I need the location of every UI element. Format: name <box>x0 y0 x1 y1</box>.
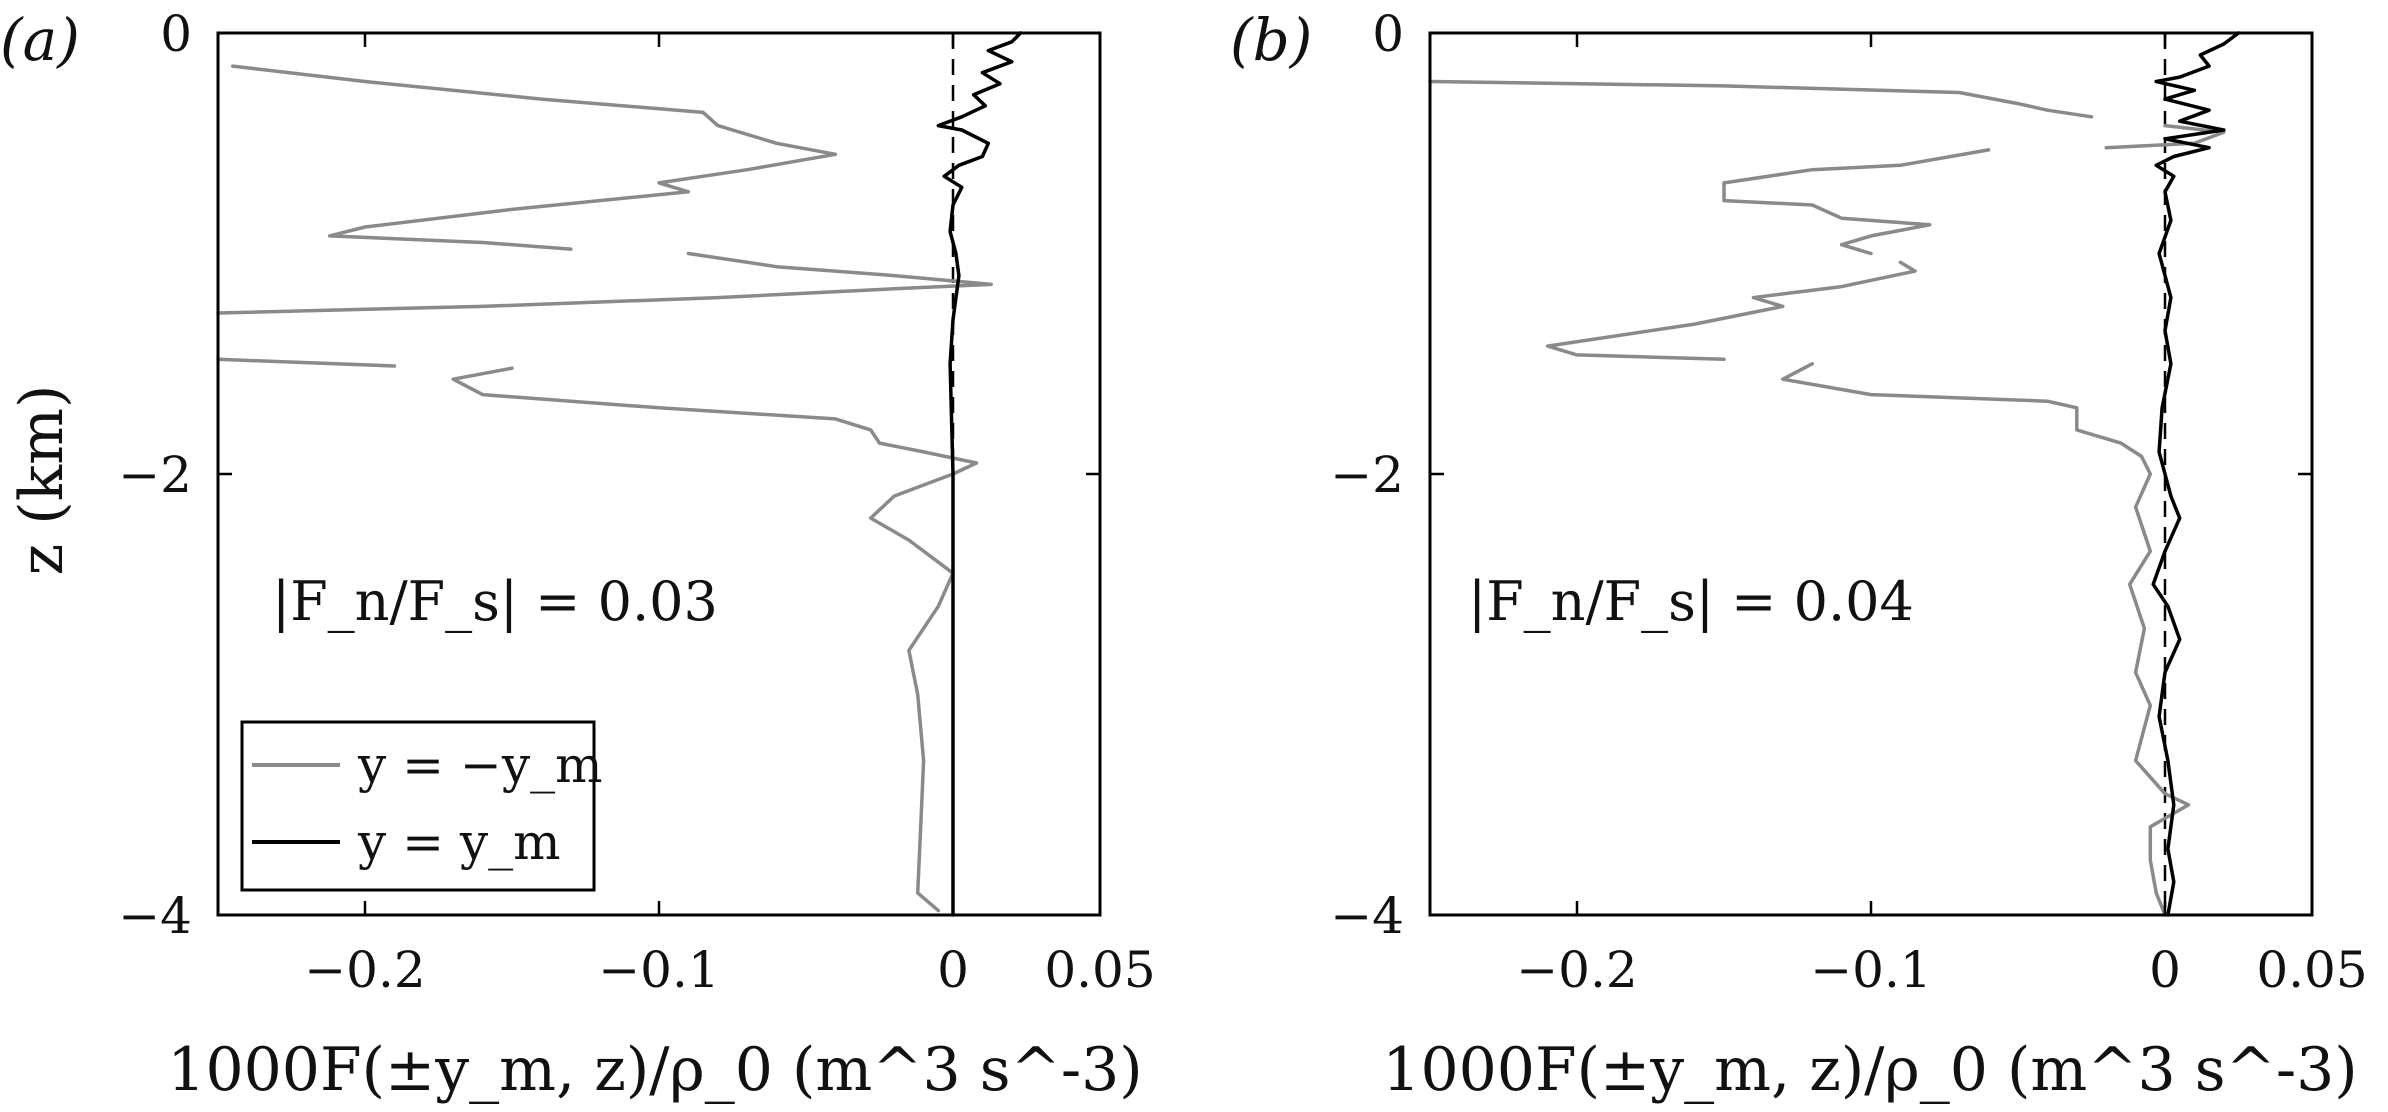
y-tick-label: 0 <box>1372 5 1404 63</box>
y-tick-label: −2 <box>1330 446 1404 504</box>
panel-label: (b) <box>1230 6 1312 74</box>
series-line-north <box>936 31 1023 917</box>
y-tick-label: 0 <box>160 5 192 63</box>
legend-label-south: y = −y_m <box>357 736 602 794</box>
series-line-north <box>2151 31 2241 917</box>
plot-lines <box>1428 31 2241 917</box>
legend-label-north: y = y_m <box>357 813 561 871</box>
y-tick-label: −4 <box>1330 887 1404 945</box>
legend-box <box>240 720 596 892</box>
y-tick-label: −4 <box>118 887 192 945</box>
plot-frame <box>216 31 1102 917</box>
x-tick-label: −0.2 <box>1516 941 1637 999</box>
panel-b: (b) 1000F(±y_m, z)/ρ_0 (m^3 s^-3) |F_n/F… <box>1230 5 2368 1105</box>
x-axis-title: 1000F(±y_m, z)/ρ_0 (m^3 s^-3) <box>1382 1035 2357 1105</box>
axis-ticks: −0.2 −0.1 0 0.05 0 −2 −4 <box>1330 5 2367 999</box>
x-tick-label: −0.2 <box>304 941 425 999</box>
flux-ratio-annotation: |F_n/F_s| = 0.04 <box>1468 570 1914 633</box>
y-axis-title: z (km) <box>7 385 77 576</box>
plot-frame <box>1428 31 2314 917</box>
series-line-south <box>1428 79 2226 917</box>
series-line-south <box>216 64 993 913</box>
panel-label: (a) <box>0 6 80 74</box>
panel-a: (a) z (km) 1000F(±y_m, z)/ρ_0 (m^3 s^-3)… <box>0 5 1156 1105</box>
x-tick-label: 0.05 <box>1044 941 1155 999</box>
x-tick-label: −0.1 <box>598 941 719 999</box>
plot-lines <box>216 31 1023 917</box>
flux-ratio-annotation: |F_n/F_s| = 0.03 <box>272 570 718 633</box>
legend: y = −y_m y = y_m <box>240 720 602 892</box>
x-tick-label: 0 <box>937 941 969 999</box>
y-tick-label: −2 <box>118 446 192 504</box>
x-tick-label: 0.05 <box>2256 941 2367 999</box>
x-tick-label: 0 <box>2149 941 2181 999</box>
x-tick-label: −0.1 <box>1810 941 1931 999</box>
x-axis-title: 1000F(±y_m, z)/ρ_0 (m^3 s^-3) <box>167 1035 1142 1105</box>
